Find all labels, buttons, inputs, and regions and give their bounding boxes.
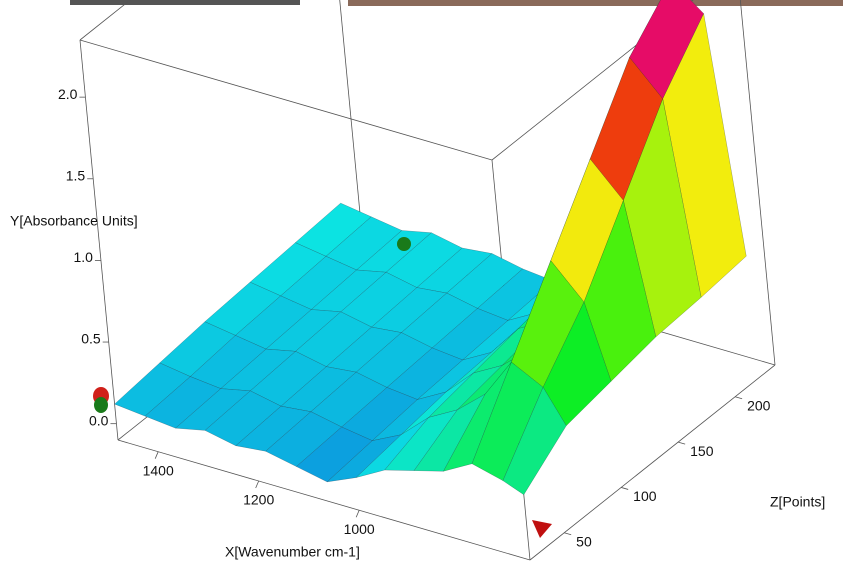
box-edge xyxy=(491,0,694,161)
z-tick-label: 100 xyxy=(633,488,657,504)
box-edge xyxy=(79,39,493,161)
x-tick xyxy=(255,480,260,489)
top-strip xyxy=(70,0,300,5)
x-tick-label: 1400 xyxy=(143,462,174,478)
marker xyxy=(397,237,411,251)
surface-patch xyxy=(502,386,567,495)
y-tick-label: 0.5 xyxy=(81,331,101,347)
box-edge xyxy=(79,0,131,41)
x-tick xyxy=(355,510,360,518)
z-tick xyxy=(735,396,743,400)
z-tick-label: 200 xyxy=(747,397,771,413)
x-tick-label: 1200 xyxy=(243,492,274,508)
z-tick-label: 150 xyxy=(690,443,714,459)
x-tick xyxy=(154,451,159,459)
box-edge xyxy=(739,0,776,366)
z-tick xyxy=(621,487,629,490)
box-edge xyxy=(117,439,531,561)
y-tick-label: 1.5 xyxy=(66,167,86,183)
top-strip xyxy=(348,0,843,6)
y-tick-label: 2.0 xyxy=(58,86,78,102)
z-axis-label: Z[Points] xyxy=(770,494,825,510)
marker xyxy=(532,520,552,538)
box-edge xyxy=(529,364,776,561)
y-tick-label: 0.0 xyxy=(89,412,109,428)
x-tick-label: 1000 xyxy=(344,521,375,537)
x-axis-label: X[Wavenumber cm-1] xyxy=(225,544,360,560)
box-edge xyxy=(79,39,119,441)
box-edge xyxy=(339,0,364,246)
z-tick xyxy=(564,532,572,536)
surface xyxy=(114,0,747,495)
y-axis-label: Y[Absorbance Units] xyxy=(10,213,138,229)
marker xyxy=(94,397,108,413)
z-tick-label: 50 xyxy=(576,533,592,549)
z-tick xyxy=(678,441,686,445)
y-tick-label: 1.0 xyxy=(73,249,93,265)
axes: 0.0 0.5 1.0 1.5 2.0 1400 1200 1000 50 100 150 200 xyxy=(58,86,771,550)
